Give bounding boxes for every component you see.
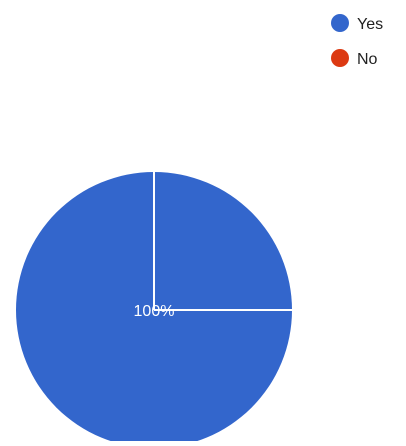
pie (16, 172, 292, 446)
legend-label-no: No (357, 51, 378, 68)
legend-label-yes: Yes (357, 16, 383, 33)
slice-label-yes: 100% (134, 303, 175, 320)
legend-swatch-no (331, 49, 349, 67)
legend: Yes No (331, 14, 383, 68)
slice-labels: 100% (134, 303, 175, 320)
legend-swatch-yes (331, 14, 349, 32)
